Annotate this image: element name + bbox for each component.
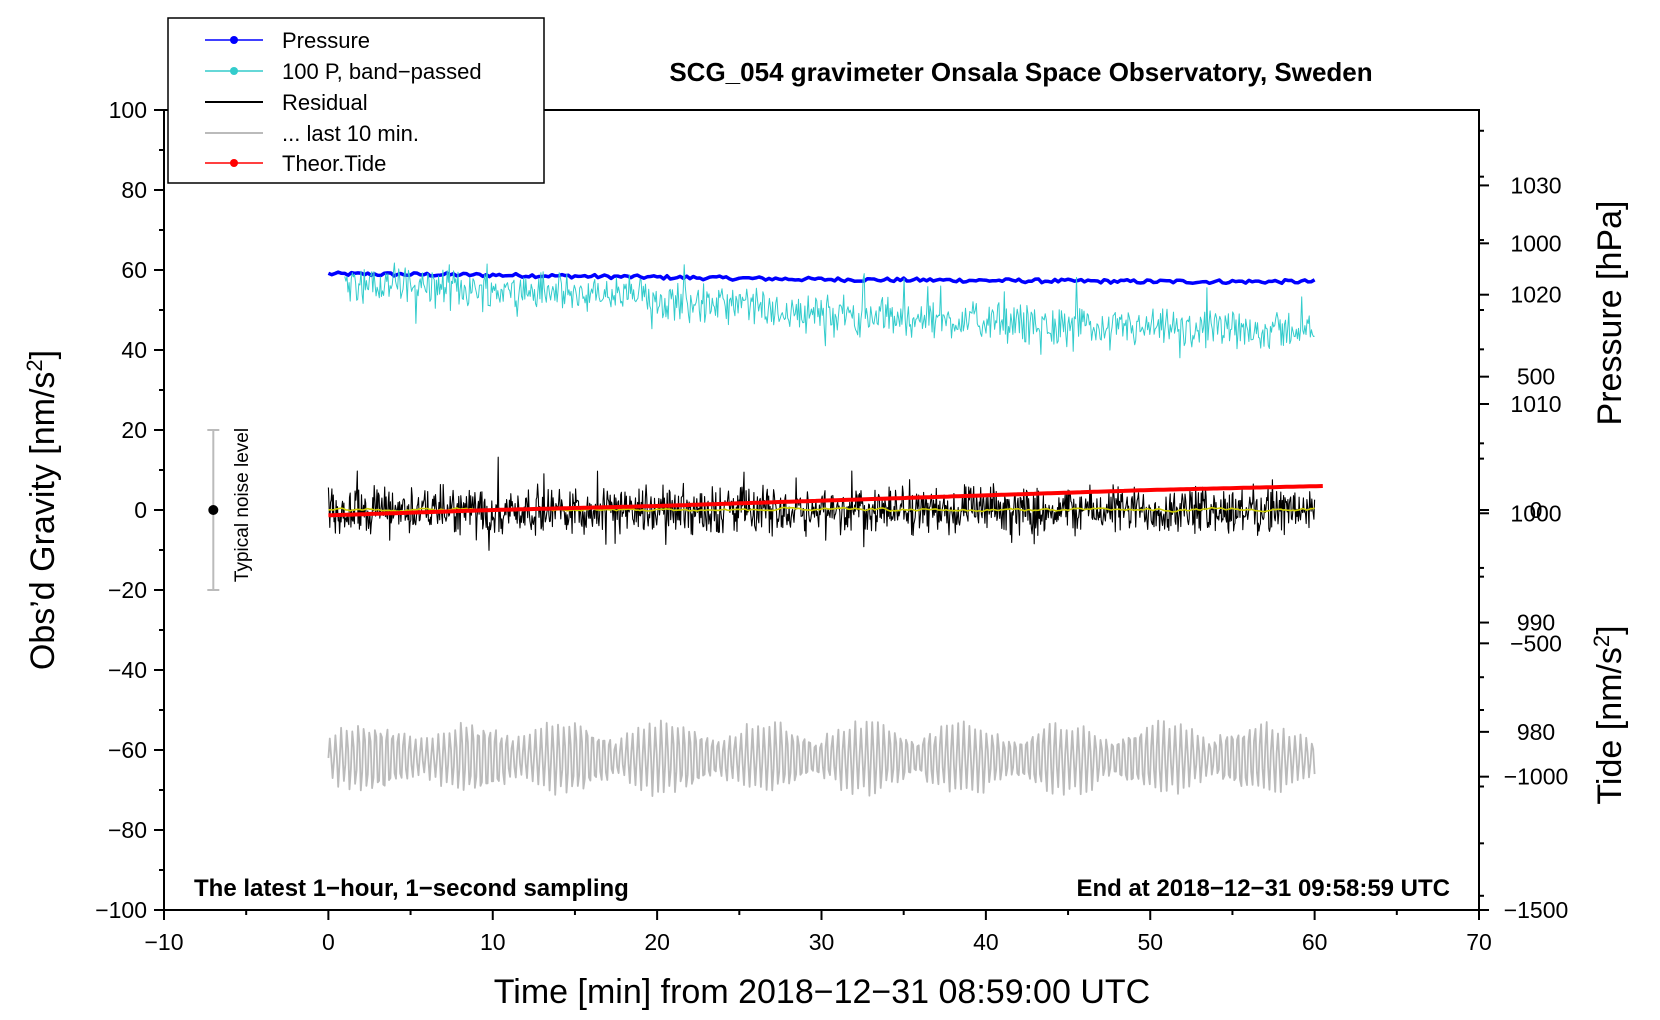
series-theor-tide <box>328 484 1323 518</box>
y-tick-label: −80 <box>108 817 147 843</box>
x-tick-label: 60 <box>1302 929 1328 955</box>
y-tick-label: −100 <box>95 897 147 923</box>
tide-axis-title: Tide [nm/s2] <box>1589 625 1629 804</box>
x-tick-label: 20 <box>644 929 670 955</box>
y-tick-label: 100 <box>109 97 147 123</box>
tide-tick-label: −1500 <box>1504 897 1569 923</box>
y-axis-title-left-sup: 2 <box>22 359 47 371</box>
legend-marker-pressure <box>230 36 238 44</box>
tide-axis-title-sup: 2 <box>1589 635 1614 647</box>
x-tick-label: −10 <box>144 929 183 955</box>
pressure-tick-label: 980 <box>1517 719 1555 745</box>
ticks-layer: −10 0 10 20 30 40 50 60 70−100−80−60−40−20020406… <box>95 97 1568 955</box>
pressure-tick-label: 1020 <box>1510 282 1561 308</box>
y-axis-title-left: Obs’d Gravity [nm/s2] <box>22 350 62 670</box>
tide-tick-label: 500 <box>1517 364 1555 390</box>
tide-tick-label: 1000 <box>1510 230 1561 256</box>
tide-tick-label: −500 <box>1510 630 1562 656</box>
x-tick-label: 30 <box>809 929 835 955</box>
legend-box <box>167 17 545 184</box>
legend-label-pressure: Pressure <box>282 28 370 53</box>
legend-label-last10: ... last 10 min. <box>282 121 419 146</box>
x-tick-label: 40 <box>973 929 999 955</box>
legend: Pressure 100 P, band−passed Residual ...… <box>167 17 545 184</box>
y-tick-label: 20 <box>121 417 147 443</box>
x-axis-title: Time [min] from 2018−12−31 08:59:00 UTC <box>494 973 1150 1011</box>
y-tick-label: 40 <box>121 337 147 363</box>
y-tick-label: −20 <box>108 577 147 603</box>
legend-label-tide: Theor.Tide <box>282 151 386 176</box>
y-axis-title-left-base: Obs’d Gravity [nm/s <box>24 372 62 671</box>
y-tick-label: 0 <box>134 497 147 523</box>
legend-marker-tide <box>230 159 238 167</box>
x-tick-label: 10 <box>480 929 506 955</box>
y-axis-title-left-close: ] <box>24 350 62 359</box>
y-tick-label: −60 <box>108 737 147 763</box>
legend-marker-bandpassed <box>230 67 238 75</box>
x-tick-label: 50 <box>1137 929 1163 955</box>
pressure-tick-label: 1030 <box>1510 172 1561 198</box>
series-pressure <box>327 270 1316 286</box>
pressure-tick-label: 1000 <box>1510 500 1561 526</box>
series-residual <box>327 456 1316 551</box>
pressure-tick-label: 1010 <box>1510 391 1561 417</box>
tide-axis-title-base: Tide [nm/s <box>1591 647 1629 804</box>
noise-dot <box>208 505 219 515</box>
x-tick-label: 70 <box>1466 929 1492 955</box>
y-tick-label: 80 <box>121 177 147 203</box>
y-tick-label: −40 <box>108 657 147 683</box>
legend-label-bandpassed: 100 P, band−passed <box>282 59 482 84</box>
noise-label: Typical noise level <box>232 428 253 582</box>
annotation-end-time: End at 2018−12−31 09:58:59 UTC <box>1076 875 1450 902</box>
annotation-sampling: The latest 1−hour, 1−second sampling <box>194 875 629 902</box>
y-tick-label: 60 <box>121 257 147 283</box>
pressure-tick-label: 990 <box>1517 610 1555 636</box>
pressure-axis-title: Pressure [hPa] <box>1591 201 1629 426</box>
chart-title: SCG_054 gravimeter Onsala Space Observat… <box>669 57 1372 87</box>
legend-label-residual: Residual <box>282 90 368 115</box>
series-last-10-min <box>327 719 1316 797</box>
noise-indicator: Typical noise level <box>207 428 253 591</box>
tide-tick-label: −1000 <box>1504 764 1569 790</box>
x-tick-label: 0 <box>322 929 335 955</box>
series-layer <box>327 262 1323 797</box>
tide-axis-title-close: ] <box>1591 625 1629 634</box>
tide-tick-label: 0 <box>1530 497 1543 523</box>
series-100-p-band-passed <box>344 262 1315 359</box>
